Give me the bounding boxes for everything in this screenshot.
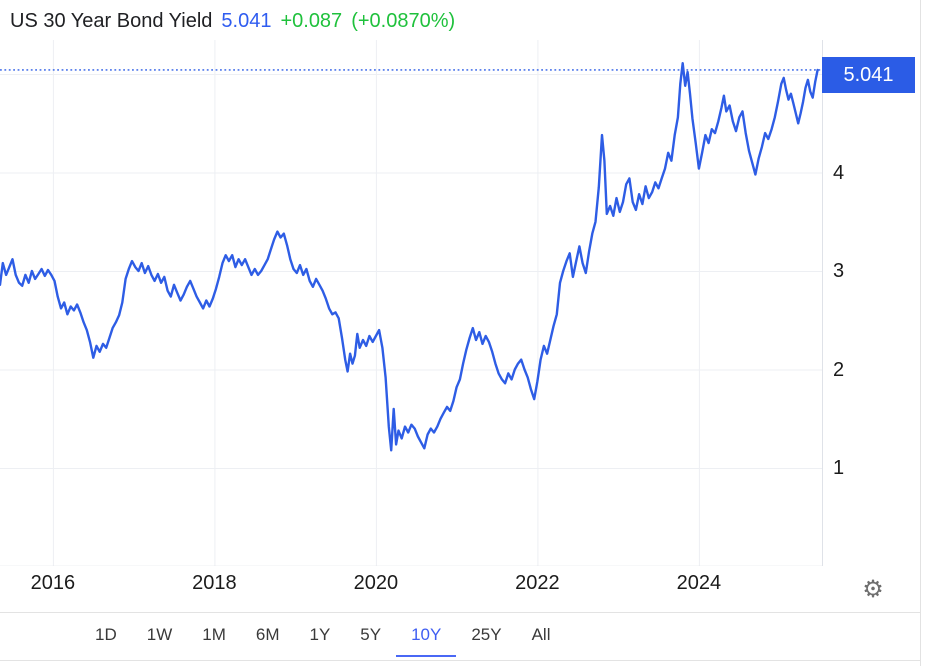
price-axis-badge: 5.041: [822, 57, 915, 93]
x-axis-label: 2018: [192, 572, 237, 594]
range-button-all[interactable]: All: [517, 613, 566, 657]
x-axis-label: 2022: [515, 572, 560, 594]
range-button-10y[interactable]: 10Y: [396, 613, 456, 657]
x-axis-label: 2024: [676, 572, 722, 594]
instrument-title: US 30 Year Bond Yield: [10, 10, 213, 32]
y-axis-label: 1: [833, 457, 845, 479]
price-axis-badge-value: 5.041: [843, 63, 894, 86]
range-button-25y[interactable]: 25Y: [456, 613, 516, 657]
y-axis-label: 2: [833, 358, 845, 381]
x-axis-label: 2016: [30, 572, 76, 594]
range-button-1d[interactable]: 1D: [80, 613, 132, 657]
range-button-5y[interactable]: 5Y: [345, 613, 396, 657]
range-button-1w[interactable]: 1W: [132, 613, 188, 657]
y-axis-label: 4: [833, 161, 845, 184]
time-range-toolbar: 1D 1W 1M 6M 1Y 5Y 10Y 25Y All: [0, 612, 920, 661]
x-axis-label: 2020: [353, 572, 399, 594]
y-axis-label: 3: [833, 260, 845, 282]
last-price-value: 5.041: [221, 10, 272, 32]
range-button-1y[interactable]: 1Y: [294, 613, 345, 657]
price-change: +0.087: [280, 10, 343, 32]
settings-gear-icon[interactable]: ⚙: [851, 572, 895, 606]
chart-header: US 30 Year Bond Yield 5.041 +0.087 (+0.0…: [10, 8, 455, 34]
price-line-series: [0, 62, 819, 452]
range-button-1m[interactable]: 1M: [187, 613, 241, 657]
price-change-percent: (+0.0870%): [351, 10, 456, 32]
range-button-6m[interactable]: 6M: [241, 613, 295, 657]
price-chart-canvas[interactable]: [0, 0, 920, 566]
